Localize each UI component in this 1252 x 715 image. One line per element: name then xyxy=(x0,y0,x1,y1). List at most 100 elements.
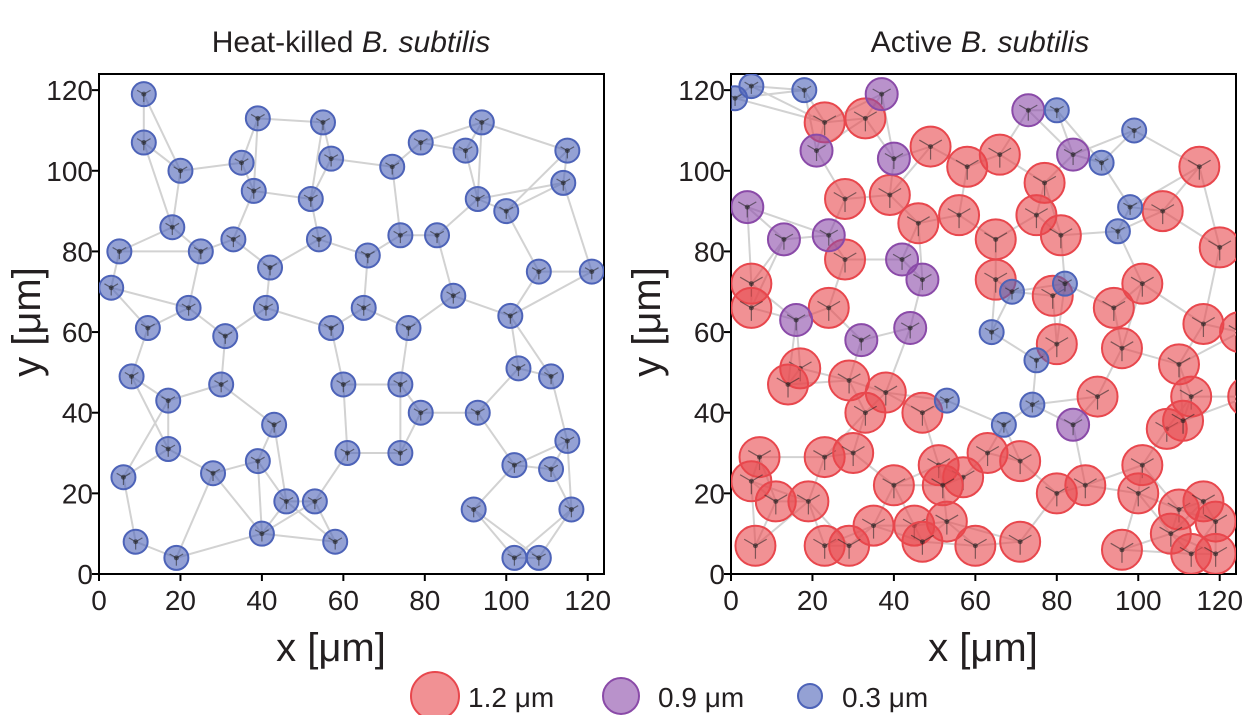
particle-medium xyxy=(731,190,765,225)
particle-small xyxy=(309,109,336,136)
junction-center xyxy=(271,422,277,428)
junction-center xyxy=(564,148,570,154)
particle-large xyxy=(828,524,871,567)
y-tick-label: 100 xyxy=(678,156,725,187)
junction-center xyxy=(871,523,877,529)
particle-large xyxy=(1121,262,1164,305)
junction-center xyxy=(1176,506,1182,512)
junction-center xyxy=(752,543,758,549)
junction-center xyxy=(1213,551,1219,557)
particle-small xyxy=(525,258,552,285)
particle-medium xyxy=(905,262,940,297)
axis-ticks: 0 20 40 60 80 100 120 0 20 40 60 80 100 120 xyxy=(46,75,611,616)
junction-center xyxy=(406,325,412,331)
junction-arm xyxy=(1240,326,1251,333)
particle-large xyxy=(828,359,871,402)
junction-center xyxy=(463,148,469,154)
junction-center xyxy=(748,83,754,89)
particle-large xyxy=(872,464,915,507)
particle-small xyxy=(334,440,361,467)
particle-small xyxy=(167,157,194,184)
particle-large xyxy=(1219,311,1251,353)
legend-item-large: 1.2 μm xyxy=(410,671,554,715)
legend-marker-medium xyxy=(602,677,640,715)
x-tick-label: 0 xyxy=(723,585,739,616)
particle-small xyxy=(1043,97,1070,124)
particle-large xyxy=(754,480,797,523)
junction-center xyxy=(1131,127,1137,133)
legend-item-medium: 0.9 μm xyxy=(602,677,744,715)
particle-large xyxy=(901,391,944,434)
junction-center xyxy=(133,539,139,545)
junction-center xyxy=(940,482,946,488)
y-tick-label: 120 xyxy=(46,75,93,106)
foam-edge xyxy=(142,93,182,172)
y-tick-label: 40 xyxy=(62,398,93,429)
junction-center xyxy=(1176,361,1182,367)
particle-small xyxy=(122,528,149,555)
junction-center xyxy=(1217,244,1223,250)
junction-center xyxy=(944,519,950,525)
particle-small xyxy=(468,109,495,136)
particle-small xyxy=(273,488,300,515)
junction-center xyxy=(536,555,542,561)
junction-center xyxy=(503,208,509,214)
junction-center xyxy=(972,543,978,549)
junction-center xyxy=(230,236,236,242)
junction-center xyxy=(108,285,114,291)
particle-small xyxy=(1104,218,1131,245)
particle-large xyxy=(974,218,1017,261)
particle-small xyxy=(525,544,552,571)
x-tick-label: 80 xyxy=(409,585,440,616)
legend: 1.2 μm 0.9 μm 0.3 μm xyxy=(410,671,928,715)
particle-small xyxy=(395,315,422,342)
particle-large xyxy=(1194,532,1236,574)
junction-center xyxy=(165,398,171,404)
particle-disc xyxy=(1227,379,1236,414)
junction-center xyxy=(891,156,897,162)
x-tick-label: 120 xyxy=(564,585,611,616)
particle-small xyxy=(554,137,581,164)
panel-active: Active B. subtilis 0 20 40 60 80 100 120 0 20 40 6… xyxy=(625,26,1251,670)
junction-center xyxy=(210,470,216,476)
junction-center xyxy=(312,498,318,504)
x-tick-label: 120 xyxy=(1196,585,1243,616)
particle-small xyxy=(1117,194,1144,221)
junction-center xyxy=(475,196,481,202)
junction-center xyxy=(1139,462,1145,468)
particle-small xyxy=(257,254,284,281)
junction-center xyxy=(564,438,570,444)
particle-small xyxy=(501,452,528,479)
junction-center xyxy=(944,398,950,404)
x-tick-label: 20 xyxy=(165,585,196,616)
junction-center xyxy=(1200,498,1206,504)
junction-center xyxy=(560,180,566,186)
y-axis-label: y [μm] xyxy=(5,267,49,377)
x-tick-label: 40 xyxy=(246,585,277,616)
junction-center xyxy=(361,305,367,311)
junction-center xyxy=(846,377,852,383)
junction-center xyxy=(997,152,1003,158)
junction-center xyxy=(805,498,811,504)
junction-center xyxy=(283,498,289,504)
junction-center xyxy=(1058,232,1064,238)
junction-center xyxy=(732,95,738,101)
particle-medium xyxy=(811,218,846,253)
particle-small xyxy=(387,371,414,398)
junction-center xyxy=(344,450,350,456)
particle-small xyxy=(99,274,125,301)
particle-small xyxy=(452,137,479,164)
particle-small xyxy=(244,448,271,475)
junction-center xyxy=(1139,281,1145,287)
junction-center xyxy=(1082,482,1088,488)
junction-center xyxy=(255,115,261,121)
particle-small xyxy=(200,460,227,487)
particle-small xyxy=(387,222,414,249)
foam-edge xyxy=(562,182,593,272)
junction-center xyxy=(320,119,326,125)
particle-small xyxy=(379,153,406,180)
junction-center xyxy=(515,365,521,371)
junction-center xyxy=(781,236,787,242)
junction-center xyxy=(548,373,554,379)
